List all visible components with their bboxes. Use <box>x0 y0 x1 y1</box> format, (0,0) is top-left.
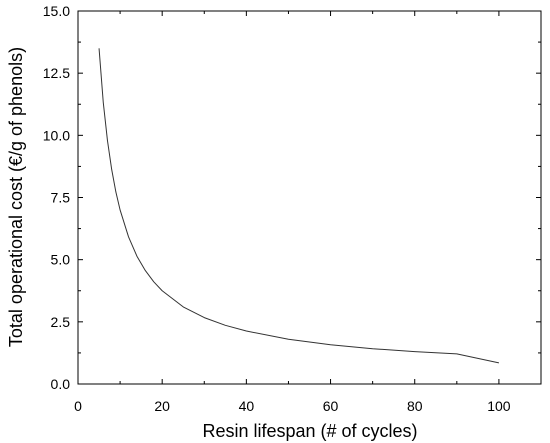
y-tick-label: 5.0 <box>51 252 71 268</box>
x-tick-label: 0 <box>74 398 82 414</box>
series-line-0 <box>98 48 500 364</box>
x-tick-label: 80 <box>407 398 423 414</box>
x-tick-label: 60 <box>323 398 339 414</box>
x-tick-label: 100 <box>487 398 511 414</box>
x-axis-title: Resin lifespan (# of cycles) <box>202 421 417 441</box>
y-tick-label: 12.5 <box>43 65 70 81</box>
x-tick-label: 40 <box>239 398 255 414</box>
y-tick-label: 0.0 <box>51 376 71 392</box>
y-tick-label: 15.0 <box>43 3 70 19</box>
x-axis-ticks: 0 20 40 60 80 100 <box>74 11 511 414</box>
series-group <box>98 48 500 364</box>
y-axis-ticks: 0.0 2.5 5.0 7.5 10.0 12.5 15.0 <box>43 3 541 392</box>
y-tick-label: 2.5 <box>51 314 71 330</box>
plot-frame <box>77 10 542 385</box>
y-tick-label: 7.5 <box>51 190 71 206</box>
y-tick-label: 10.0 <box>43 127 70 143</box>
x-tick-label: 20 <box>154 398 170 414</box>
y-axis-title: Total operational cost (€/g of phenols) <box>6 47 26 347</box>
